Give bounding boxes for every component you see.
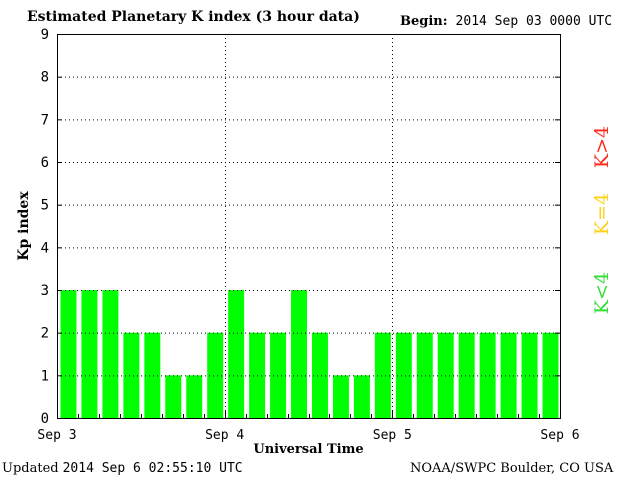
kp-bar xyxy=(395,332,412,418)
kp-bar xyxy=(500,332,517,418)
kp-bar xyxy=(102,290,119,418)
updated-label: Updated xyxy=(2,461,59,476)
kp-bar xyxy=(416,332,433,418)
y-tick-label: 0 xyxy=(41,411,49,427)
x-tick-label: Sep 3 xyxy=(37,428,76,443)
y-tick-label: 9 xyxy=(41,27,49,43)
begin-time: Begin: 2014 Sep 03 0000 UTC xyxy=(400,14,612,29)
legend-label: K>4 xyxy=(591,126,613,168)
chart-title: Estimated Planetary K index (3 hour data… xyxy=(27,9,360,25)
kp-bar xyxy=(186,375,203,418)
kp-bar xyxy=(521,332,538,418)
legend-label: K=4 xyxy=(591,193,613,235)
kp-bar xyxy=(291,290,307,418)
y-tick-label: 3 xyxy=(41,283,49,299)
legend-label: K<4 xyxy=(591,272,613,314)
x-tick-label: Sep 4 xyxy=(205,428,244,443)
begin-label: Begin: xyxy=(400,14,448,29)
y-tick-label: 8 xyxy=(41,70,49,86)
kp-bar xyxy=(249,332,266,418)
credit-text: NOAA/SWPC Boulder, CO USA xyxy=(410,461,614,476)
kp-bar xyxy=(228,290,245,418)
y-tick-label: 4 xyxy=(41,240,49,256)
y-tick-label: 6 xyxy=(41,155,49,171)
kp-bar xyxy=(270,332,287,418)
plot-frame xyxy=(57,34,561,419)
y-tick-label: 1 xyxy=(41,368,49,384)
kp-bar xyxy=(312,332,328,418)
kp-bar xyxy=(374,332,391,418)
updated-timestamp: Updated 2014 Sep 6 02:55:10 UTC xyxy=(2,461,243,476)
kp-bar xyxy=(353,375,370,418)
updated-value: 2014 Sep 6 02:55:10 UTC xyxy=(62,461,243,476)
kp-bar xyxy=(332,375,349,418)
x-tick-label: Sep 6 xyxy=(540,428,579,443)
kp-bar xyxy=(60,290,77,418)
y-tick-label: 2 xyxy=(41,326,49,342)
x-tick-label: Sep 5 xyxy=(373,428,412,443)
x-axis-label: Universal Time xyxy=(253,442,363,457)
begin-value: 2014 Sep 03 0000 UTC xyxy=(455,14,613,29)
kp-bar xyxy=(479,332,496,418)
kp-bar xyxy=(207,332,224,418)
kp-bar xyxy=(542,332,559,418)
kp-bar xyxy=(123,332,140,418)
kp-bar xyxy=(458,332,475,418)
kp-bar xyxy=(144,332,161,418)
y-tick-label: 5 xyxy=(41,198,49,214)
y-axis-label: Kp index xyxy=(16,191,32,261)
kp-bar xyxy=(437,332,454,418)
kp-bar xyxy=(81,290,98,418)
y-tick-label: 7 xyxy=(41,112,49,128)
kp-bar xyxy=(165,375,182,418)
